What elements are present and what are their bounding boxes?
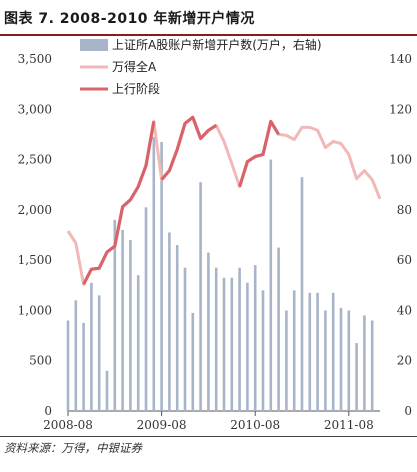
bar xyxy=(136,275,140,411)
chart-title: 图表 7. 2008-2010 年新增开户情况 xyxy=(4,11,255,27)
right-axis-tick-label: 0 xyxy=(404,404,412,418)
title-rule xyxy=(0,34,417,36)
left-axis-tick-label: 0 xyxy=(44,404,52,418)
bar xyxy=(230,277,234,411)
bar xyxy=(363,315,366,411)
bar xyxy=(129,240,132,411)
left-axis-tick-label: 1,500 xyxy=(18,253,52,267)
bar xyxy=(152,136,156,411)
bar xyxy=(97,295,101,411)
bar xyxy=(74,300,78,411)
bar xyxy=(199,182,202,411)
x-axis-tick-label: 2010-08 xyxy=(230,418,280,432)
bar xyxy=(355,343,358,411)
bar xyxy=(168,232,171,411)
bar xyxy=(121,229,124,411)
x-axis-tick-label: 2009-08 xyxy=(137,418,187,432)
right-axis-tick-label: 140 xyxy=(389,52,412,66)
bar xyxy=(113,219,117,411)
bar xyxy=(144,207,148,411)
bar xyxy=(300,177,304,411)
axes-group: 0 500 1,000 1,500 2,000 2,500 3,000 3,500 0 20 40 6… xyxy=(18,52,412,432)
bar xyxy=(222,277,226,411)
bar xyxy=(183,267,187,411)
source-note: 资料来源：万得，中银证券 xyxy=(4,441,142,455)
x-axis-tick-label: 2008-08 xyxy=(43,418,93,432)
x-axis-tick-label: 2011-08 xyxy=(324,418,374,432)
right-axis-tick-label: 20 xyxy=(397,354,412,368)
bar xyxy=(253,265,257,411)
bar xyxy=(105,370,109,411)
left-axis-tick-label: 2,500 xyxy=(18,153,52,167)
bar xyxy=(82,323,85,411)
up-phase-line xyxy=(82,121,156,286)
up-phase-line xyxy=(238,119,280,188)
right-axis-tick-label: 60 xyxy=(397,253,412,267)
right-axis-tick-label: 120 xyxy=(389,102,412,116)
left-axis-tick-label: 3,000 xyxy=(18,102,52,116)
legend-swatch-bars xyxy=(80,39,108,51)
legend-label: 上证所A股账户新增开户数(万户，右轴) xyxy=(112,37,322,52)
bar xyxy=(191,312,195,411)
bar xyxy=(370,320,374,411)
up-phase-line xyxy=(160,115,218,181)
bar xyxy=(160,141,163,411)
source-rule xyxy=(0,436,417,437)
legend-label: 上行阶段 xyxy=(112,81,160,96)
bars-group xyxy=(66,136,374,411)
bar xyxy=(316,292,319,411)
left-axis-tick-label: 3,500 xyxy=(18,52,52,66)
bar xyxy=(277,247,280,411)
bar xyxy=(261,290,265,411)
bar xyxy=(285,310,288,411)
right-axis-tick-label: 40 xyxy=(397,303,412,317)
bar xyxy=(66,320,70,411)
bar xyxy=(175,245,179,411)
bar xyxy=(207,252,210,411)
bar xyxy=(324,310,327,411)
left-axis-tick-label: 1,000 xyxy=(18,303,52,317)
right-axis-tick-label: 80 xyxy=(397,203,412,217)
left-axis-tick-label: 2,000 xyxy=(18,203,52,217)
bar xyxy=(308,292,312,411)
bar xyxy=(90,282,93,411)
bar xyxy=(238,267,241,411)
bar xyxy=(292,290,296,411)
bar xyxy=(339,307,343,411)
lines-group xyxy=(66,115,382,286)
right-axis-tick-label: 100 xyxy=(389,153,412,167)
bar xyxy=(269,159,273,411)
bar xyxy=(347,310,351,411)
bar xyxy=(331,292,335,411)
bar xyxy=(246,282,249,411)
left-axis-tick-label: 500 xyxy=(29,354,52,368)
bar xyxy=(214,267,218,411)
legend-label: 万得全A xyxy=(112,59,157,74)
legend-group: 上证所A股账户新增开户数(万户，右轴) 万得全A 上行阶段 xyxy=(80,37,322,96)
